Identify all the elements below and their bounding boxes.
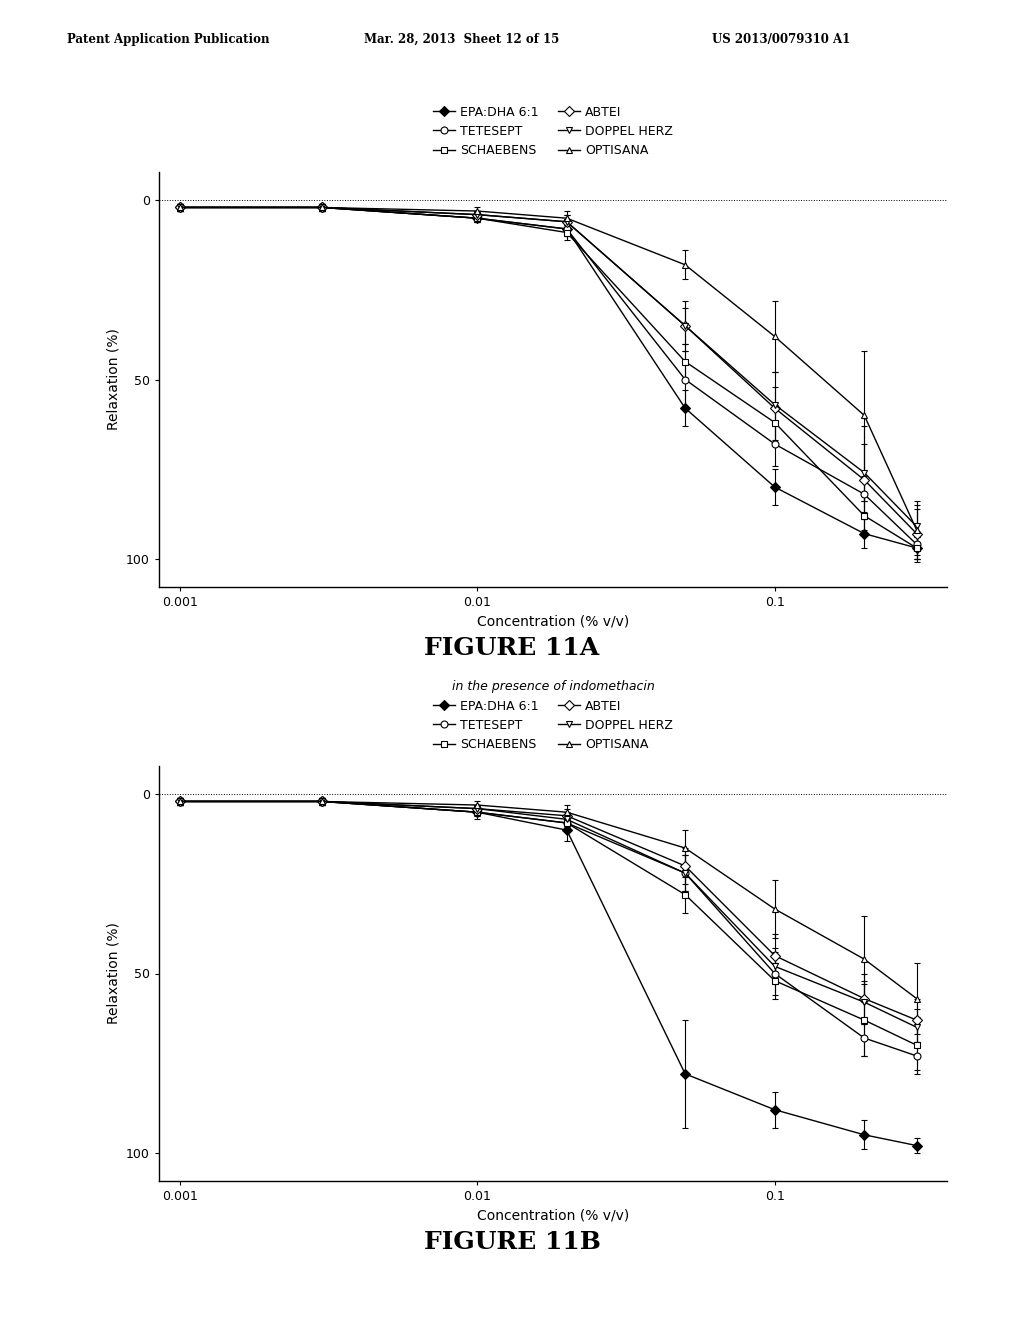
Text: FIGURE 11A: FIGURE 11A [424, 636, 600, 660]
Text: US 2013/0079310 A1: US 2013/0079310 A1 [712, 33, 850, 46]
Legend: EPA:DHA 6:1, TETESEPT, SCHAEBENS, ABTEI, DOPPEL HERZ, OPTISANA: EPA:DHA 6:1, TETESEPT, SCHAEBENS, ABTEI,… [433, 106, 673, 157]
X-axis label: Concentration (% v/v): Concentration (% v/v) [477, 1209, 629, 1224]
Y-axis label: Relaxation (%): Relaxation (%) [106, 329, 120, 430]
Text: FIGURE 11B: FIGURE 11B [424, 1230, 600, 1254]
Text: Patent Application Publication: Patent Application Publication [67, 33, 269, 46]
Y-axis label: Relaxation (%): Relaxation (%) [106, 923, 120, 1024]
Legend: EPA:DHA 6:1, TETESEPT, SCHAEBENS, ABTEI, DOPPEL HERZ, OPTISANA: EPA:DHA 6:1, TETESEPT, SCHAEBENS, ABTEI,… [433, 680, 673, 751]
Text: Mar. 28, 2013  Sheet 12 of 15: Mar. 28, 2013 Sheet 12 of 15 [364, 33, 559, 46]
X-axis label: Concentration (% v/v): Concentration (% v/v) [477, 615, 629, 630]
